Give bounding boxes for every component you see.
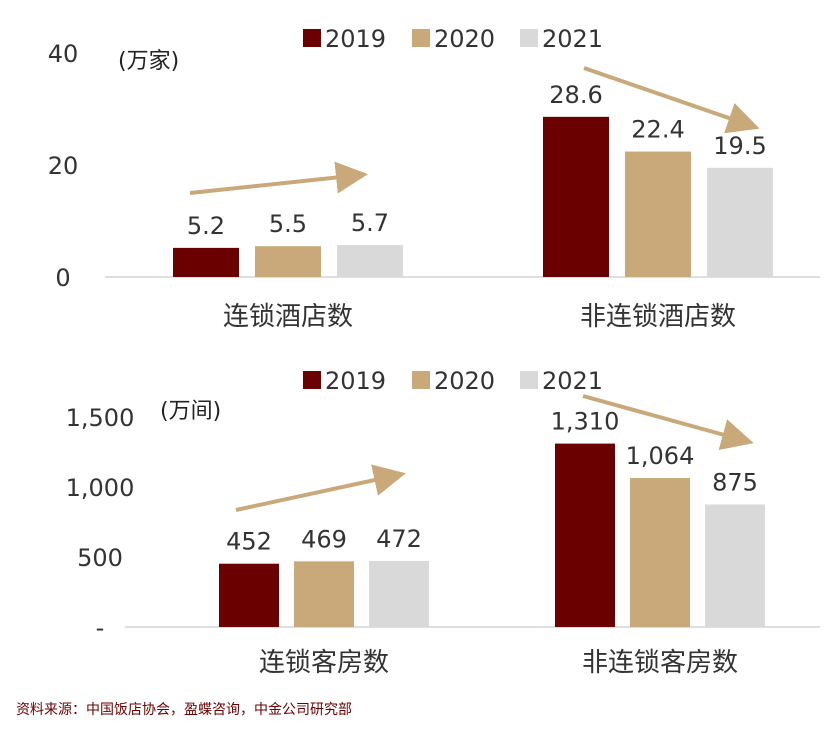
unit-label: (万家) <box>118 49 179 74</box>
category-label: 非连锁酒店数 <box>580 302 736 332</box>
legend-swatch <box>303 29 321 47</box>
data-label: 5.7 <box>351 209 389 237</box>
legend-label: 2021 <box>542 25 603 53</box>
bar <box>369 560 429 627</box>
data-label: 469 <box>301 525 347 553</box>
legend-swatch <box>412 371 430 389</box>
data-label: 28.6 <box>549 81 602 109</box>
y-tick-label: 20 <box>48 152 79 180</box>
y-tick-label: 1,000 <box>66 474 135 502</box>
legend-label: 2019 <box>325 25 386 53</box>
data-label: 22.4 <box>631 116 684 144</box>
data-label: 19.5 <box>713 132 766 160</box>
legend-swatch <box>303 371 321 389</box>
legend-swatch <box>520 371 538 389</box>
legend-swatch <box>520 29 538 47</box>
y-tick-label: 1,500 <box>66 404 135 432</box>
trend-arrow <box>583 66 760 134</box>
trend-arrow <box>582 394 754 451</box>
bar <box>543 116 609 277</box>
trend-arrow <box>189 161 368 195</box>
bar <box>705 504 765 627</box>
source-note: 资料来源：中国饭店协会，盈蝶咨询，中金公司研究部 <box>16 702 352 718</box>
bar <box>294 561 354 627</box>
bar <box>625 151 691 277</box>
trend-arrow <box>235 464 406 512</box>
legend-label: 2019 <box>325 367 386 395</box>
bar <box>337 245 403 277</box>
data-label: 472 <box>376 525 422 553</box>
y-tick-label: 500 <box>77 544 123 572</box>
y-tick-label: 40 <box>48 40 79 68</box>
y-tick-label: - <box>96 614 105 642</box>
y-tick-label: 0 <box>55 264 70 292</box>
bar <box>707 167 773 277</box>
bar <box>255 246 321 277</box>
bar <box>219 563 279 627</box>
data-label: 452 <box>226 528 272 556</box>
category-label: 连锁客房数 <box>259 648 389 678</box>
category-label: 非连锁客房数 <box>582 648 738 678</box>
legend-swatch <box>412 29 430 47</box>
data-label: 5.5 <box>269 210 307 238</box>
legend-label: 2020 <box>434 367 495 395</box>
bar <box>630 478 690 627</box>
category-label: 连锁酒店数 <box>223 302 353 332</box>
data-label: 875 <box>712 469 758 497</box>
bar <box>555 443 615 627</box>
bar <box>173 247 239 277</box>
data-label: 1,310 <box>551 408 620 436</box>
legend-label: 2020 <box>434 25 495 53</box>
data-label: 5.2 <box>187 212 225 240</box>
data-label: 1,064 <box>626 442 695 470</box>
unit-label: (万间) <box>160 399 221 424</box>
legend-label: 2021 <box>542 367 603 395</box>
